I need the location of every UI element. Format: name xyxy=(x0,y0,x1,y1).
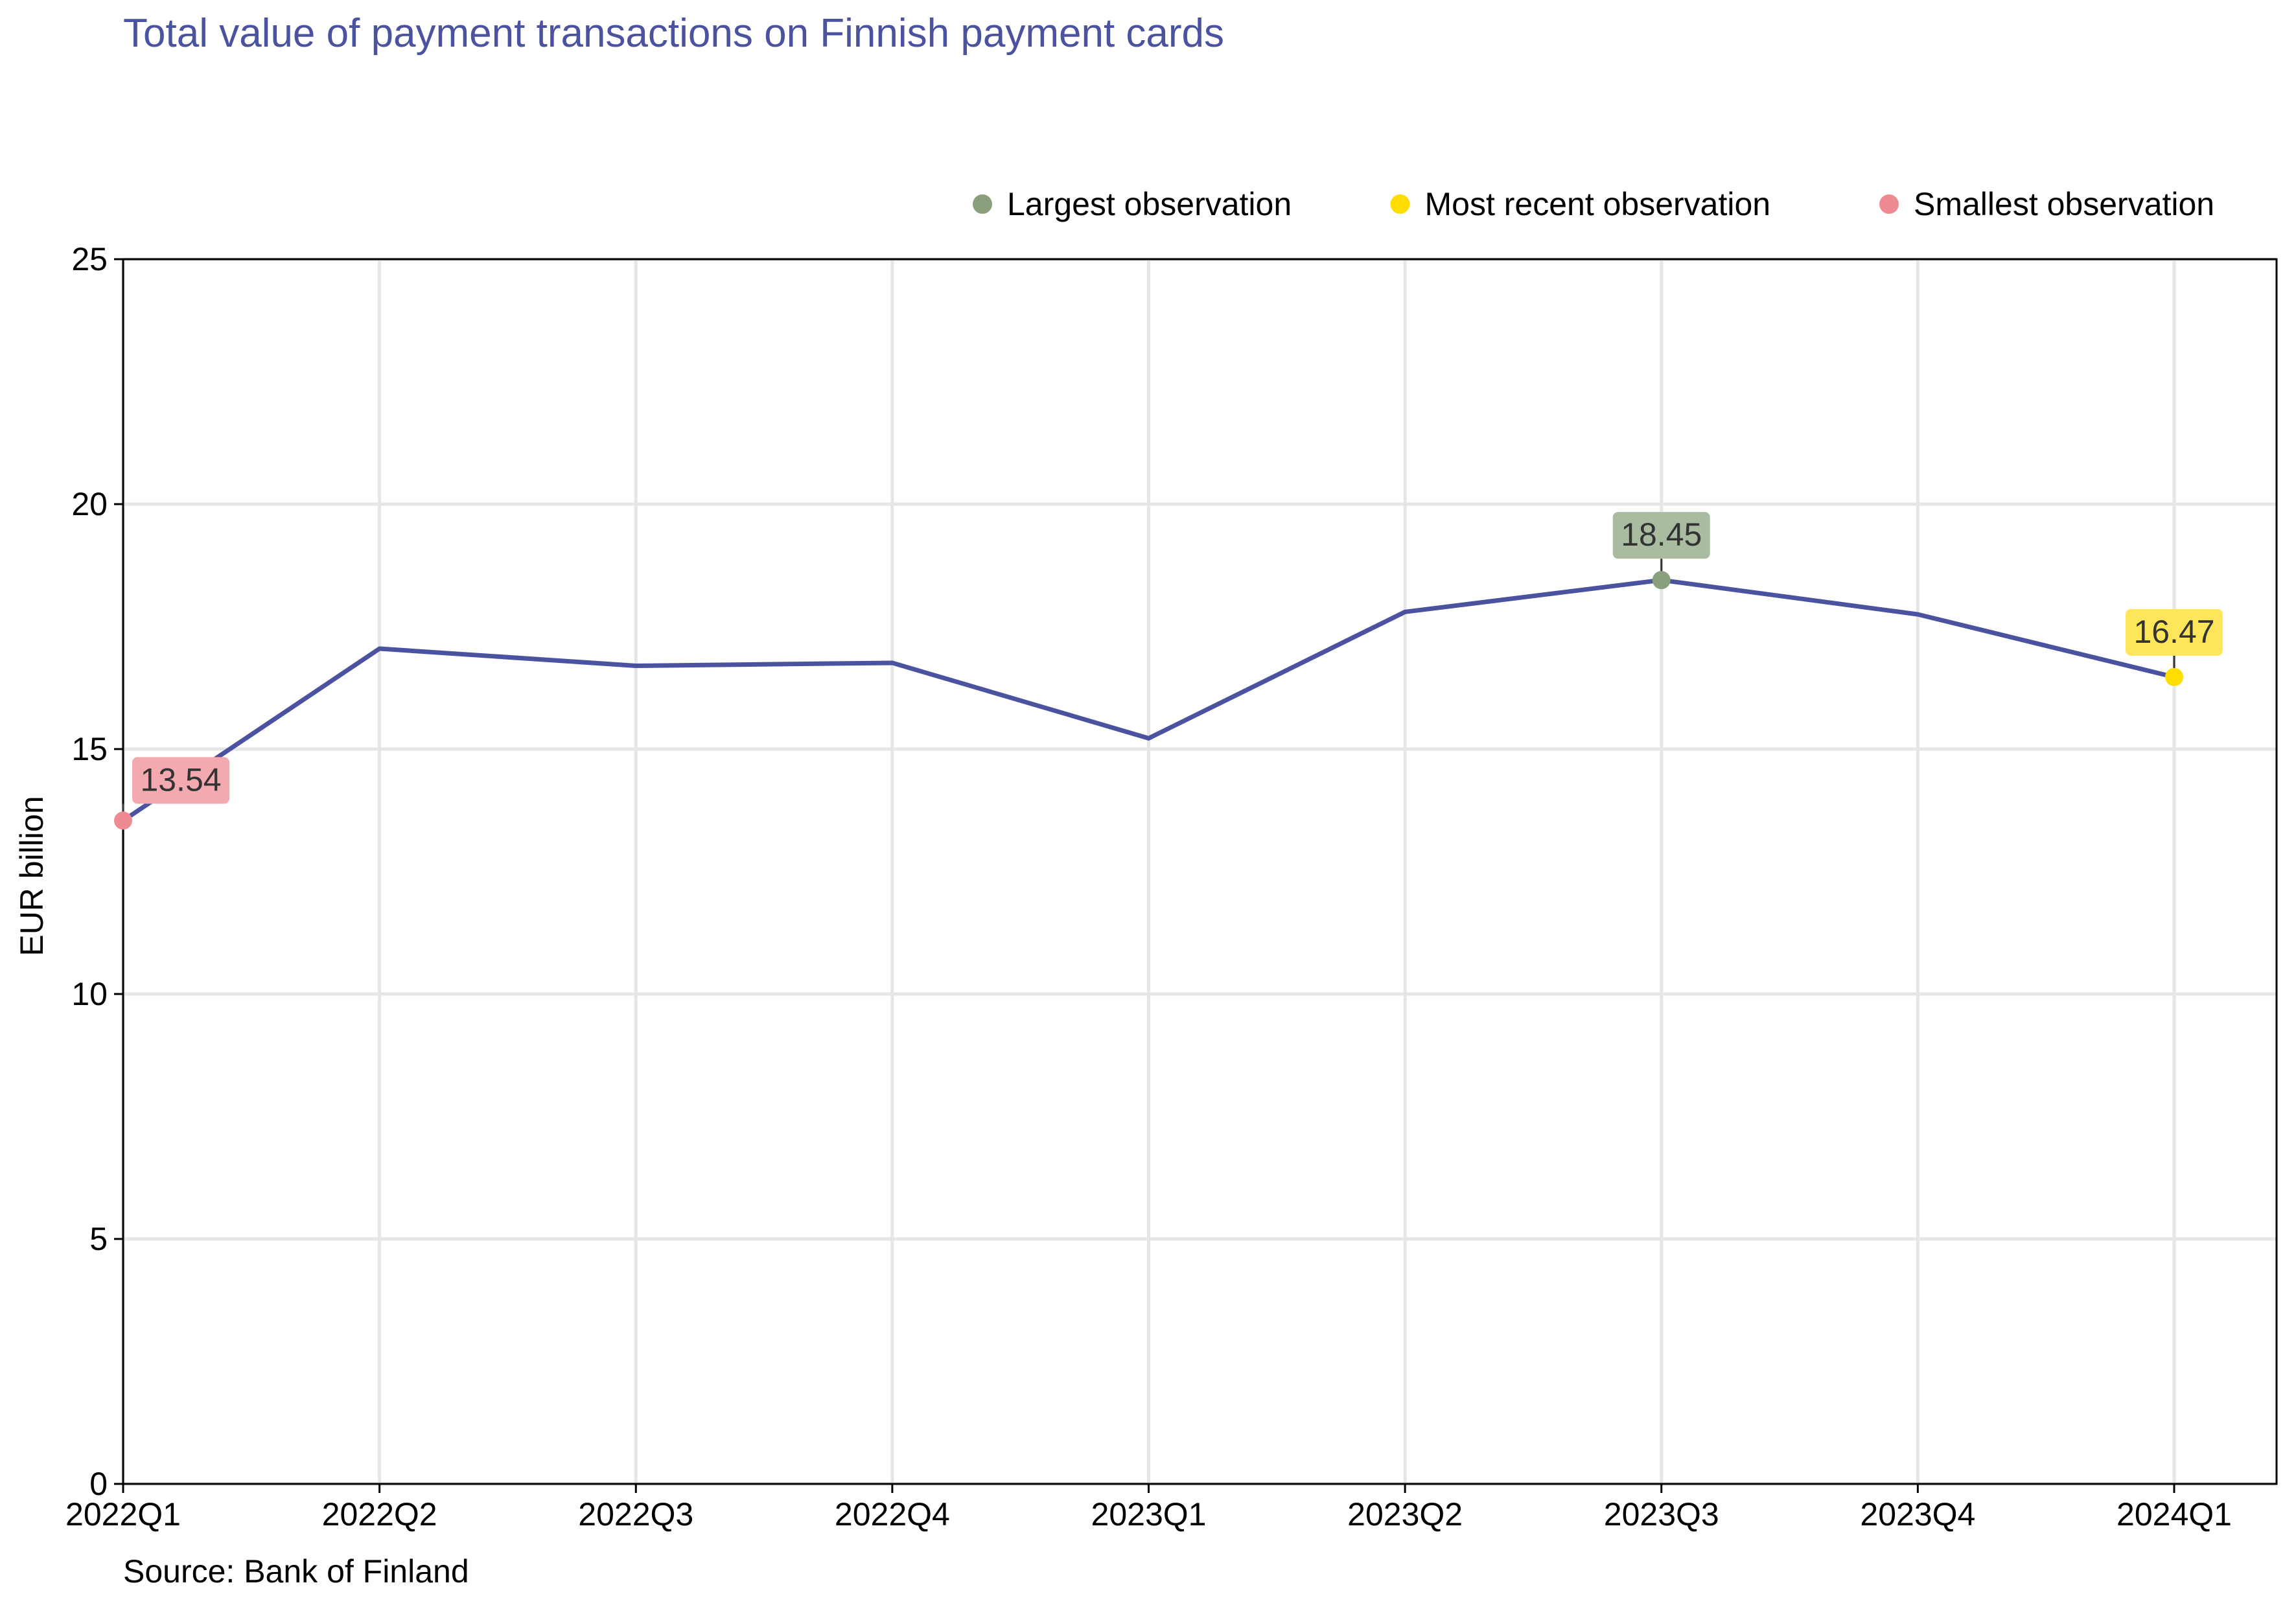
legend-marker xyxy=(1879,194,1899,214)
y-tick-label: 15 xyxy=(71,731,108,767)
series-line xyxy=(122,577,2175,823)
x-tick-label: 2024Q1 xyxy=(2116,1496,2232,1532)
y-tick-label: 25 xyxy=(71,241,108,277)
highlight-point xyxy=(1652,571,1671,590)
legend-item: Most recent observation xyxy=(1390,186,1771,222)
x-tick-label: 2023Q3 xyxy=(1604,1496,1719,1532)
y-tick-label: 5 xyxy=(89,1221,108,1257)
source-note: Source: Bank of Finland xyxy=(123,1553,469,1590)
x-tick-label: 2022Q4 xyxy=(835,1496,950,1532)
highlight-label: 16.47 xyxy=(2133,614,2214,650)
y-tick-label: 10 xyxy=(71,976,108,1012)
y-axis-label: EUR billion xyxy=(14,796,50,956)
highlight-label: 18.45 xyxy=(1621,516,1702,553)
x-tick-label: 2022Q3 xyxy=(578,1496,693,1532)
largest-highlight: 18.45 xyxy=(1612,512,1710,590)
legend-label: Smallest observation xyxy=(1914,186,2214,222)
axes xyxy=(122,258,2278,1485)
highlight-label-box xyxy=(132,757,229,804)
legend-item: Largest observation xyxy=(973,186,1292,222)
highlight-label-box xyxy=(1612,512,1710,559)
legend-label: Largest observation xyxy=(1007,186,1292,222)
highlight-point xyxy=(114,811,132,830)
highlight-label: 13.54 xyxy=(140,761,221,798)
x-tick-label: 2023Q4 xyxy=(1860,1496,1975,1532)
grid xyxy=(121,257,2277,1486)
x-tick-label: 2022Q1 xyxy=(65,1496,181,1532)
smallest-highlight: 13.54 xyxy=(114,757,229,830)
legend-marker xyxy=(973,194,992,214)
highlight-label-box xyxy=(2126,608,2223,656)
most_recent-highlight: 16.47 xyxy=(2126,608,2223,686)
x-tick-label: 2023Q1 xyxy=(1091,1496,1207,1532)
legend-item: Smallest observation xyxy=(1879,186,2214,222)
chart-title: Total value of payment transactions on F… xyxy=(123,11,1224,56)
legend: Largest observation Most recent observati… xyxy=(973,186,2214,222)
ticks: 0 5 10 15 20 25 2022Q1 2022Q2 2022Q3 2022Q4 2023Q1… xyxy=(65,241,2232,1532)
x-tick-label: 2022Q2 xyxy=(322,1496,437,1532)
series xyxy=(122,577,2175,823)
legend-label: Most recent observation xyxy=(1425,186,1771,222)
x-tick-label: 2023Q2 xyxy=(1347,1496,1463,1532)
y-tick-label: 0 xyxy=(89,1466,108,1502)
plot-frame xyxy=(122,258,2278,1485)
highlights: 13.54 18.45 16.47 xyxy=(114,512,2223,830)
legend-marker xyxy=(1390,194,1410,214)
highlight-point xyxy=(2165,667,2183,686)
y-tick-label: 20 xyxy=(71,486,108,522)
